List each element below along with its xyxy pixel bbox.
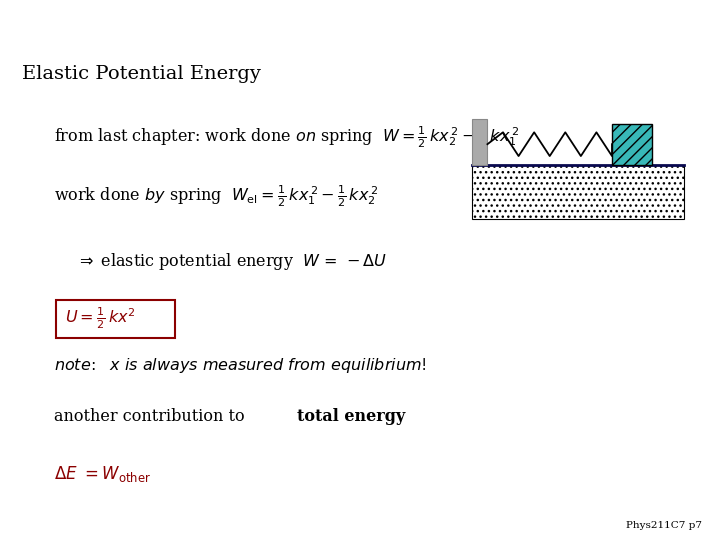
Text: Elastic Potential Energy: Elastic Potential Energy bbox=[22, 65, 261, 83]
Text: Phys211C7 p7: Phys211C7 p7 bbox=[626, 521, 702, 530]
Text: $\Rightarrow$ elastic potential energy  $W\,=\,-\Delta U$: $\Rightarrow$ elastic potential energy $… bbox=[76, 251, 387, 272]
FancyBboxPatch shape bbox=[56, 300, 175, 338]
Text: from last chapter: work done $\mathit{on}$ spring  $W = \mathit{\frac{1}{2}}\,kx: from last chapter: work done $\mathit{on… bbox=[54, 124, 519, 150]
Text: $U = \mathit{\frac{1}{2}}\,kx^2$: $U = \mathit{\frac{1}{2}}\,kx^2$ bbox=[65, 305, 135, 331]
Text: another contribution to: another contribution to bbox=[54, 408, 250, 424]
Text: $\mathit{note\!:\ \ x\ is\ always\ measured\ from\ equilibrium!}$: $\mathit{note\!:\ \ x\ is\ always\ measu… bbox=[54, 356, 427, 375]
Bar bbox=[612, 124, 652, 165]
Text: $\Delta E\ =W_{\mathrm{other}}$: $\Delta E\ =W_{\mathrm{other}}$ bbox=[54, 464, 151, 484]
Text: work done $\mathit{by}$ spring  $W_{\mathrm{el}} = \mathit{\frac{1}{2}}\,kx_1^{\: work done $\mathit{by}$ spring $W_{\math… bbox=[54, 184, 378, 210]
Bar bbox=[472, 165, 684, 219]
Text: total energy: total energy bbox=[297, 408, 405, 424]
Bar bbox=[472, 119, 487, 165]
